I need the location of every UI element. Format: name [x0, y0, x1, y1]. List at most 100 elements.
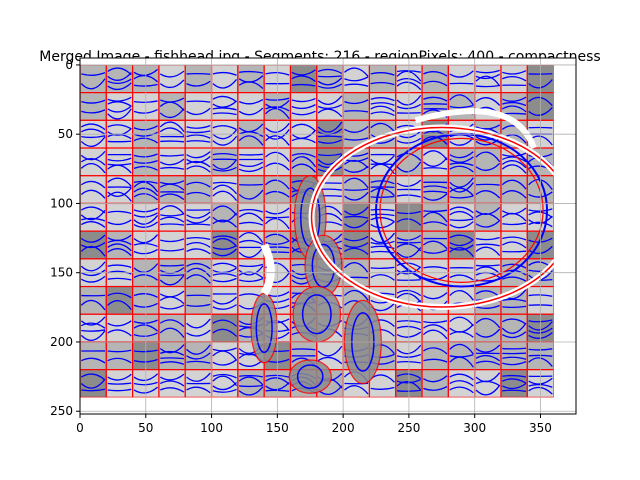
segment: [184, 313, 213, 343]
segment: [210, 92, 239, 121]
flow-curve: [344, 83, 369, 87]
flow-curve: [255, 303, 273, 354]
flow-curve: [370, 105, 395, 112]
flow-curve: [81, 388, 106, 392]
flow-curve: [107, 210, 132, 215]
segment: [80, 175, 107, 205]
flow-curve: [344, 110, 369, 113]
segment: [158, 92, 186, 121]
flow-curve: [80, 245, 106, 257]
flow-curve: [186, 134, 211, 139]
flow-curve: [212, 205, 238, 216]
segment: [158, 230, 186, 260]
flow-curve: [291, 97, 316, 103]
flow-curve: [370, 213, 395, 217]
flow-curve: [107, 373, 132, 381]
segment: [474, 369, 502, 398]
flow-curve: [502, 156, 527, 163]
flow-curve: [449, 206, 474, 214]
flow-curve: [502, 222, 527, 226]
flow-curve: [81, 128, 106, 135]
flow-curve: [212, 71, 237, 76]
flow-curve: [159, 79, 185, 89]
segment: [447, 285, 476, 315]
segment: [237, 202, 265, 232]
dark-region: [288, 359, 332, 394]
flow-curve: [107, 82, 132, 91]
flow-curve: [107, 388, 132, 392]
flow-curve: [107, 124, 132, 130]
segment: [184, 202, 213, 232]
flow-curve: [423, 324, 448, 332]
flow-curve: [423, 249, 448, 254]
flow-curve: [212, 373, 237, 379]
segment: [80, 230, 107, 260]
flow-curve: [502, 236, 527, 241]
segment: [105, 285, 134, 315]
flow-curve: [238, 189, 264, 200]
flow-curve: [317, 83, 343, 89]
flow-curve: [423, 71, 448, 77]
flow-curve: [212, 273, 237, 278]
segment: [289, 64, 318, 94]
flow-curve: [212, 153, 237, 157]
flow-curve: [107, 164, 132, 174]
flow-curve: [212, 100, 237, 108]
flow-curve: [502, 298, 527, 303]
flow-curve: [501, 322, 527, 334]
flow-curve: [212, 212, 238, 223]
flow-curve: [186, 386, 211, 394]
flow-curve: [107, 177, 132, 187]
flow-curve: [475, 162, 501, 171]
segment: [368, 92, 397, 121]
flow-curve: [449, 162, 474, 167]
flow-curve: [160, 248, 185, 252]
flow-curve: [186, 151, 211, 159]
flow-curve: [80, 209, 106, 221]
flow-curve: [501, 241, 527, 249]
flow-curve: [423, 358, 448, 363]
flow-curve: [423, 266, 448, 270]
flow-curve: [239, 208, 264, 213]
flow-curve: [186, 303, 211, 307]
flow-curve: [449, 290, 474, 301]
y-tick-label: 250: [50, 404, 73, 418]
flow-curve: [301, 294, 332, 335]
flow-curve: [475, 328, 501, 338]
flow-curve: [422, 150, 448, 161]
flow-curve: [107, 243, 132, 252]
segment: [158, 175, 186, 205]
flow-curve: [107, 101, 132, 107]
segment: [421, 147, 449, 177]
flow-curve: [107, 187, 132, 197]
segment: [105, 147, 134, 177]
segment: [447, 147, 476, 177]
flow-curve: [160, 274, 185, 277]
flow-curve: [370, 240, 395, 245]
segment: [237, 64, 265, 94]
flow-curve: [475, 354, 501, 362]
segment: [421, 341, 449, 371]
flow-curve: [159, 205, 185, 215]
segment: [158, 369, 186, 398]
flow-curve: [238, 166, 264, 173]
segment: [184, 64, 213, 94]
flow-curve: [370, 217, 395, 223]
flow-curve: [239, 374, 263, 378]
flow-curve: [344, 188, 369, 191]
flow-curve: [186, 107, 211, 116]
flow-curve: [422, 211, 448, 223]
flow-curve: [107, 292, 132, 299]
flow-curve: [212, 112, 237, 116]
flow-curve: [159, 274, 185, 286]
flow-curve: [107, 382, 132, 385]
flow-curve: [81, 329, 106, 332]
flow-curve: [212, 248, 238, 257]
flow-curve: [475, 69, 500, 74]
flow-curve: [186, 140, 211, 143]
flow-curve: [107, 357, 132, 364]
flow-curve: [212, 375, 238, 387]
flow-curve: [80, 316, 106, 326]
flow-curve: [107, 264, 132, 268]
flow-curve: [239, 221, 264, 226]
